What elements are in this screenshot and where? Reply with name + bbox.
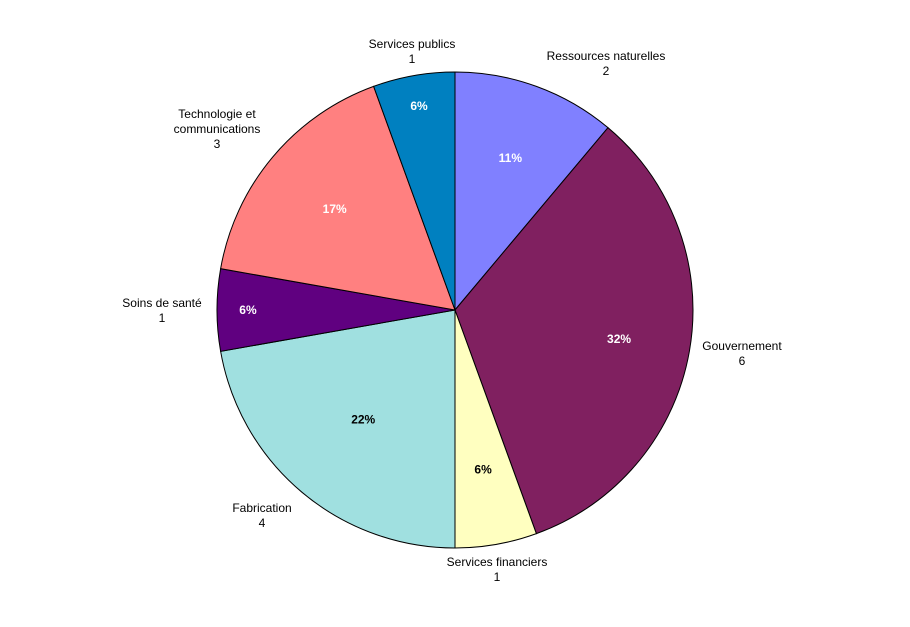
percent-label-gouvernement: 32% [607, 332, 631, 346]
pie-slice-gouvernement [454, 126, 694, 535]
category-label-ressources-naturelles: Ressources naturelles 2 [547, 49, 666, 78]
pie-slices [216, 71, 694, 549]
category-labels: Ressources naturelles 2 Gouvernement 6 Servi… [122, 37, 782, 584]
pie-slice-technologie-et-communications [220, 85, 456, 311]
category-label-technologie-et-communications: Technologie et communications 3 [174, 107, 261, 151]
category-label-services-publics: Services publics 1 [369, 37, 456, 66]
category-label-services-financiers: Services financiers 1 [447, 555, 548, 584]
percent-label-services-publics: 6% [410, 99, 428, 113]
percent-label-soins-de-sante: 6% [239, 303, 257, 317]
category-label-soins-de-sante: Soins de santé 1 [122, 296, 202, 325]
percent-labels: 11% 32% 6% 22% 6% 17% 6% [239, 99, 631, 476]
percent-label-technologie-et-communications: 17% [323, 202, 347, 216]
pie-slice-fabrication [220, 309, 456, 549]
percent-label-fabrication: 22% [351, 412, 375, 426]
category-label-gouvernement: Gouvernement 6 [702, 339, 782, 368]
category-label-fabrication: Fabrication 4 [232, 501, 291, 530]
percent-label-ressources-naturelles: 11% [499, 151, 523, 165]
pie-slice-services-publics [372, 71, 456, 311]
percent-label-services-financiers: 6% [474, 462, 492, 476]
pie-slice-ressources-naturelles [454, 71, 609, 312]
